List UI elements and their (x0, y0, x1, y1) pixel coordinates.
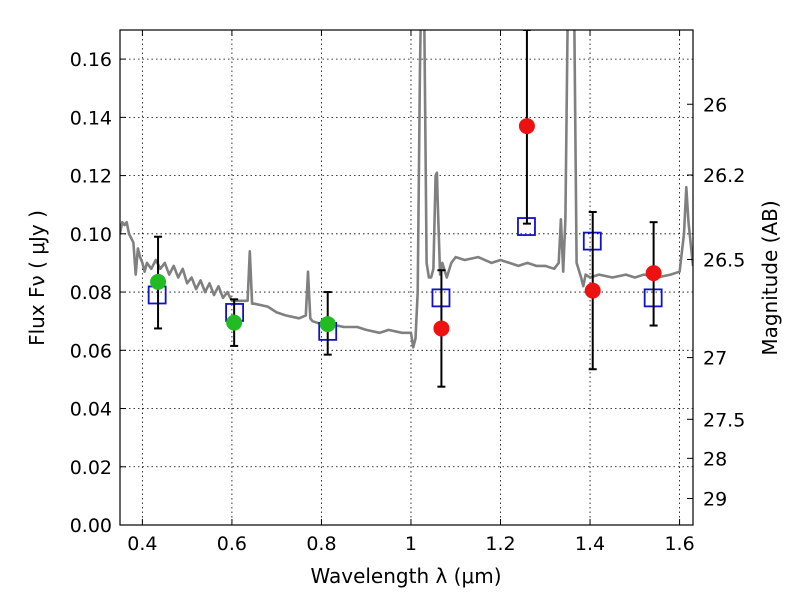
nir-point (518, 118, 535, 135)
y2-tick-label: 26.5 (703, 249, 745, 271)
y2-tick-label: 26 (703, 94, 727, 116)
model-spectrum-line (120, 30, 693, 349)
plot-area (120, 30, 693, 388)
y2-tick-label: 27.5 (703, 409, 745, 431)
y-tick-label: 0.02 (70, 457, 112, 479)
x-axis-label: Wavelength λ (μm) (310, 564, 501, 588)
nir-point (584, 282, 601, 299)
x-tick-label: 0.6 (217, 533, 247, 555)
y-tick-label: 0.00 (70, 515, 112, 537)
y-tick-label: 0.16 (70, 49, 112, 71)
y2-tick-label: 28 (703, 448, 727, 470)
nir-point (433, 320, 450, 337)
x-tick-label: 0.4 (127, 533, 157, 555)
optical-point (150, 273, 167, 290)
x-tick-label: 1.2 (485, 533, 515, 555)
y-tick-label: 0.06 (70, 340, 112, 362)
plot-frame (119, 29, 694, 526)
y2-tick-label: 26.2 (703, 165, 745, 187)
y-tick-label: 0.14 (70, 107, 112, 129)
x-tick-label: 1 (405, 533, 417, 555)
y-tick-label: 0.10 (70, 224, 112, 246)
grid (120, 30, 693, 526)
y-axis-label: Flux Fν ( μJy ) (25, 210, 49, 346)
x-tick-label: 1.4 (575, 533, 605, 555)
y2-axis-label: Magnitude (AB) (758, 200, 782, 355)
optical-point (226, 314, 243, 331)
axes: 0.4 0.6 0.8 1 1.2 1.4 1.6 0.00 0.02 0.04 0.06 0.08 0… (70, 30, 745, 555)
y-tick-label: 0.04 (70, 399, 112, 421)
y2-tick-label: 27 (703, 348, 727, 370)
optical-point (319, 316, 336, 333)
x-tick-label: 1.6 (664, 533, 694, 555)
y-tick-label: 0.12 (70, 166, 112, 188)
y-tick-label: 0.08 (70, 282, 112, 304)
x-tick-label: 0.8 (306, 533, 336, 555)
y2-tick-label: 29 (703, 489, 727, 511)
nir-point (645, 265, 662, 282)
